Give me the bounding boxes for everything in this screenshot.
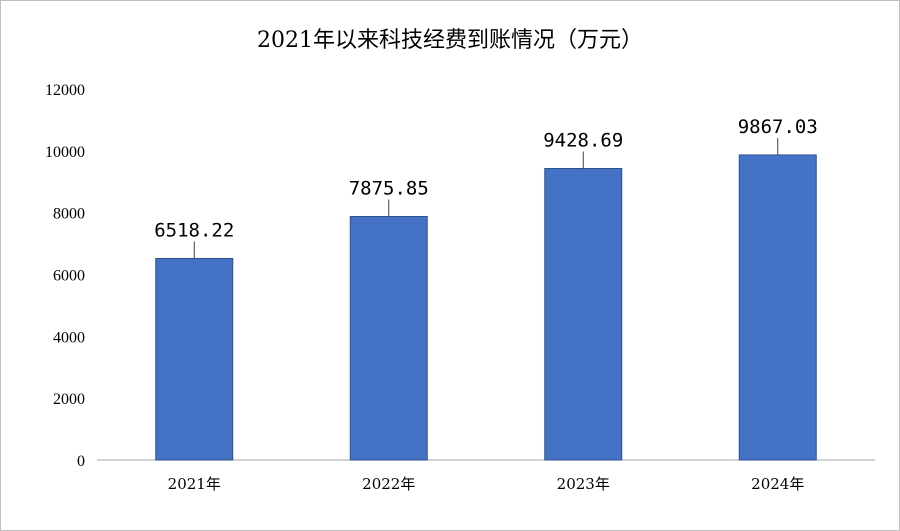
y-tick-label: 4000 [53, 329, 85, 346]
y-tick-label: 2000 [53, 391, 85, 408]
data-label: 6518.22 [154, 219, 234, 241]
x-tick-label: 2024年 [751, 475, 804, 493]
data-label: 9867.03 [738, 116, 818, 138]
x-tick-label: 2021年 [168, 475, 221, 493]
y-tick-label: 10000 [45, 144, 85, 161]
y-axis-ticks: 0 2000 4000 6000 8000 10000 12000 [45, 82, 85, 470]
leader-lines-group [193, 137, 779, 259]
y-tick-label: 6000 [53, 268, 85, 285]
data-label: 7875.85 [349, 178, 429, 200]
bar-2021年 [155, 257, 234, 461]
chart-title: 2021年以来科技经费到账情况（万元） [257, 28, 643, 53]
y-tick-label: 0 [77, 453, 85, 470]
x-tick-label: 2023年 [557, 475, 610, 493]
data-label: 9428.69 [543, 129, 623, 151]
y-tick-label: 12000 [45, 82, 85, 99]
bar-2022年 [349, 216, 428, 461]
x-axis-tick-labels: 2021年 2022年 2023年 2024年 [168, 475, 805, 493]
x-tick-label: 2022年 [362, 475, 415, 493]
data-labels-group: 6518.22 7875.85 9428.69 9867.03 [154, 116, 818, 242]
bars-group [155, 154, 817, 461]
bar-2024年 [738, 154, 817, 461]
y-tick-label: 8000 [53, 206, 85, 223]
bar-2023年 [544, 167, 623, 461]
